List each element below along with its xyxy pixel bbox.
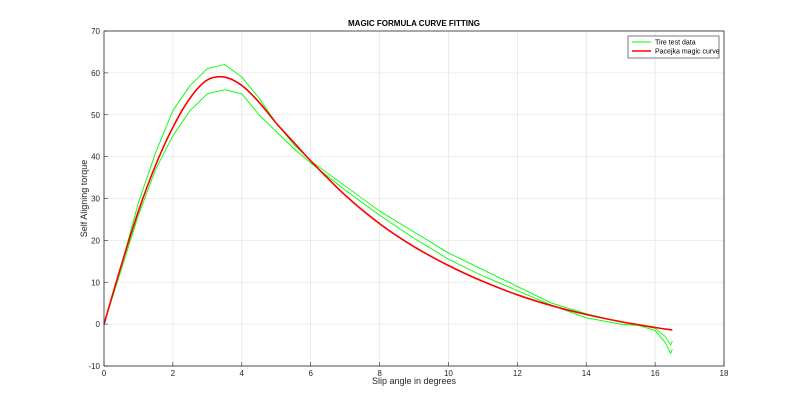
x-tick-label: 6	[308, 369, 313, 378]
series-layer	[103, 64, 673, 354]
y-tick-label: 60	[91, 69, 100, 78]
series-line-pacejka-magic-curve	[103, 75, 673, 331]
y-tick-label: 10	[91, 278, 100, 287]
series-line-tire-test-lower	[103, 89, 673, 354]
x-tick-label: 8	[377, 369, 382, 378]
x-tick-label: 14	[582, 369, 591, 378]
y-tick-label: 30	[91, 195, 100, 204]
x-tick-label: 10	[444, 369, 453, 378]
legend: Tire test data Pacejka magic curve	[627, 35, 720, 59]
x-axis-title: Slip angle in degrees	[372, 376, 457, 386]
legend-label-pacejka-magic-curve: Pacejka magic curve	[655, 49, 720, 56]
y-tick-label: 70	[91, 27, 100, 36]
x-tick-label: 16	[651, 369, 660, 378]
y-tick-label: 20	[91, 236, 100, 245]
chart-title: MAGIC FORMULA CURVE FITTING	[348, 19, 480, 28]
x-tick-label: 2	[171, 369, 176, 378]
y-tick-label: 40	[91, 153, 100, 162]
y-tick-label: 50	[91, 111, 100, 120]
legend-label-tire-test-data: Tire test data	[655, 40, 696, 47]
x-tick-label: 0	[102, 369, 107, 378]
y-axis-title: Self Aligning torque	[79, 160, 89, 238]
y-tick-label: 0	[96, 320, 101, 329]
x-tick-label: 4	[240, 369, 245, 378]
y-tick-label: -10	[88, 362, 100, 371]
x-tick-label: 18	[720, 369, 729, 378]
x-tick-label: 12	[513, 369, 522, 378]
